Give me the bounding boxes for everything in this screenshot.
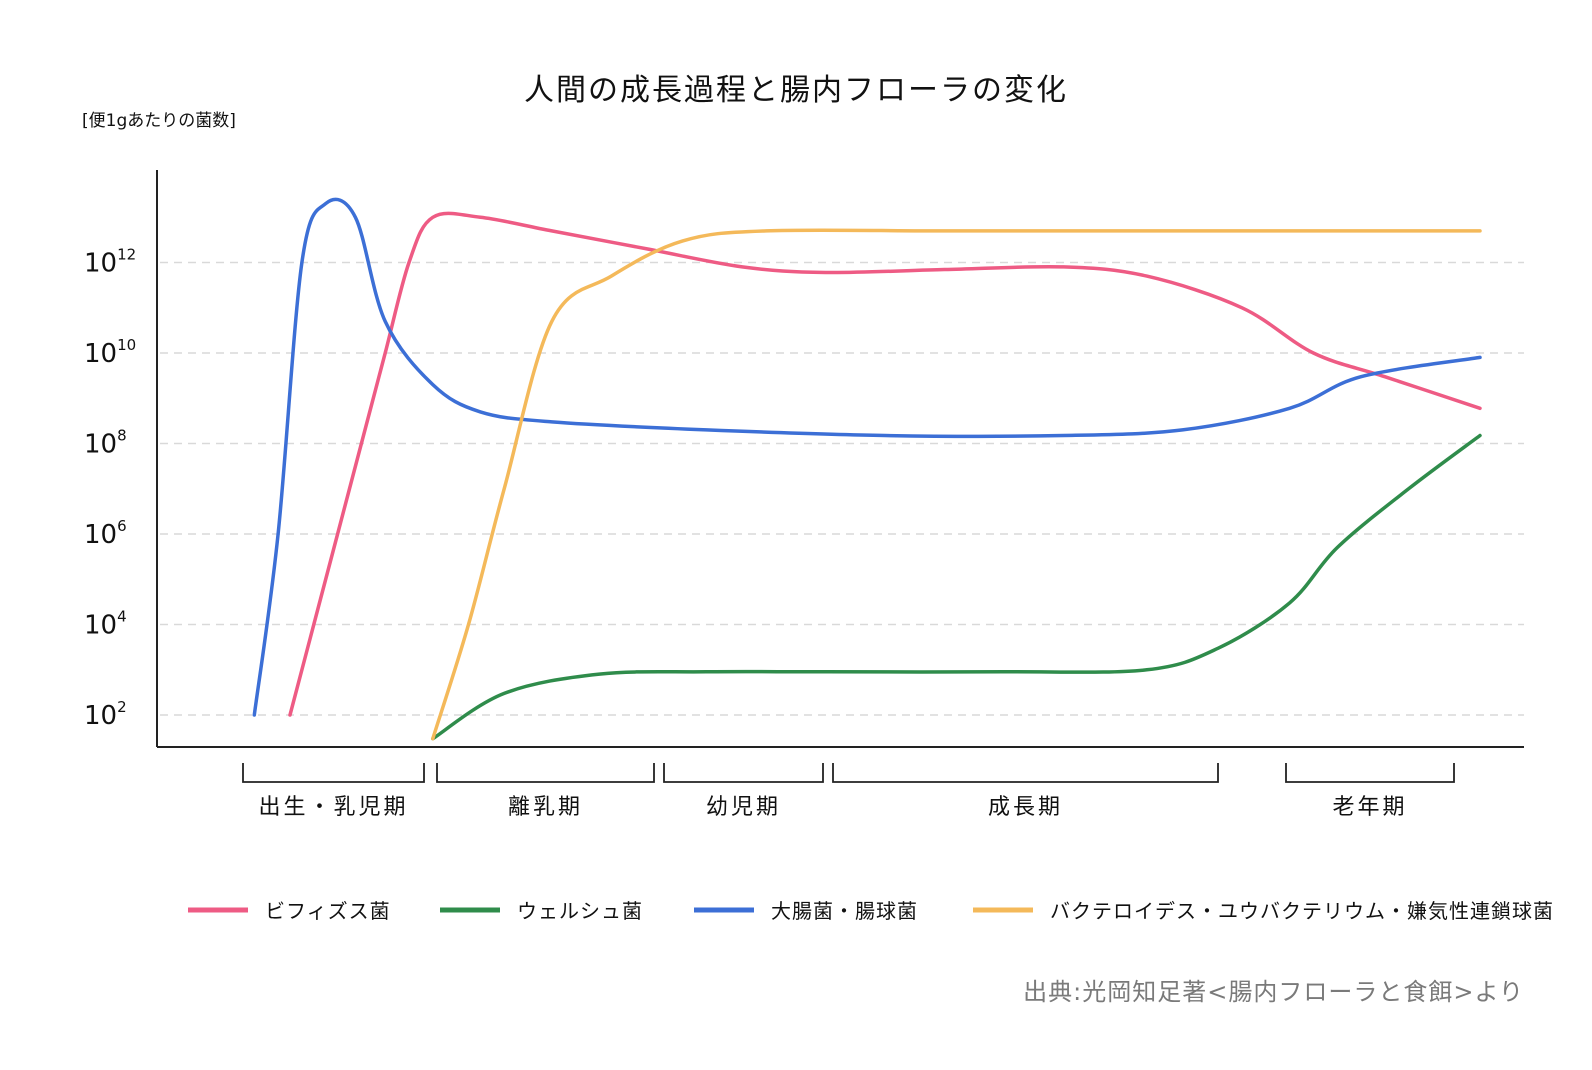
series-line — [252, 197, 1482, 717]
y-tick-label: 106 — [84, 517, 127, 550]
y-tick-label: 1010 — [84, 336, 136, 369]
period-bracket — [832, 763, 1219, 783]
y-tick-label: 1012 — [84, 246, 136, 279]
period-bracket — [663, 763, 824, 783]
legend: ビフィズス菌 ウェルシュ菌 大腸菌・腸球菌 バクテロイデス・ユウバクテリウム・嫌気性連… — [188, 899, 1554, 923]
series-line — [431, 433, 1482, 741]
legend-label: 大腸菌・腸球菌 — [771, 899, 918, 923]
period-label: 幼児期 — [706, 795, 781, 820]
source-note: 出典:光岡知足著<腸内フローラと食餌>より — [1023, 978, 1524, 1006]
series-line — [431, 228, 1482, 741]
period-label: 離乳期 — [508, 795, 583, 820]
period-bracket — [242, 763, 425, 783]
chart-title: 人間の成長過程と腸内フローラの変化 — [524, 73, 1068, 108]
series-line — [288, 211, 1482, 717]
y-tick-label: 102 — [84, 698, 127, 731]
series-lines — [252, 197, 1482, 741]
legend-label: ビフィズス菌 — [265, 899, 391, 923]
period-bracket — [436, 763, 655, 783]
period-bracket — [1285, 763, 1455, 783]
y-tick-label: 104 — [84, 608, 127, 641]
period-label: 出生・乳児期 — [258, 795, 408, 820]
gridlines — [160, 261, 1524, 716]
legend-label: ウェルシュ菌 — [517, 899, 643, 923]
period-label: 成長期 — [988, 795, 1063, 820]
y-tick-label: 108 — [84, 427, 127, 460]
period-brackets: 出生・乳児期 離乳期 幼児期 成長期 老年期 — [242, 763, 1455, 820]
period-label: 老年期 — [1332, 795, 1407, 820]
legend-label: バクテロイデス・ユウバクテリウム・嫌気性連鎖球菌 — [1050, 899, 1554, 923]
y-tick-labels: 102 104 106 108 1010 1012 — [84, 246, 136, 732]
y-axis-unit-label: [便1gあたりの菌数] — [82, 111, 236, 131]
